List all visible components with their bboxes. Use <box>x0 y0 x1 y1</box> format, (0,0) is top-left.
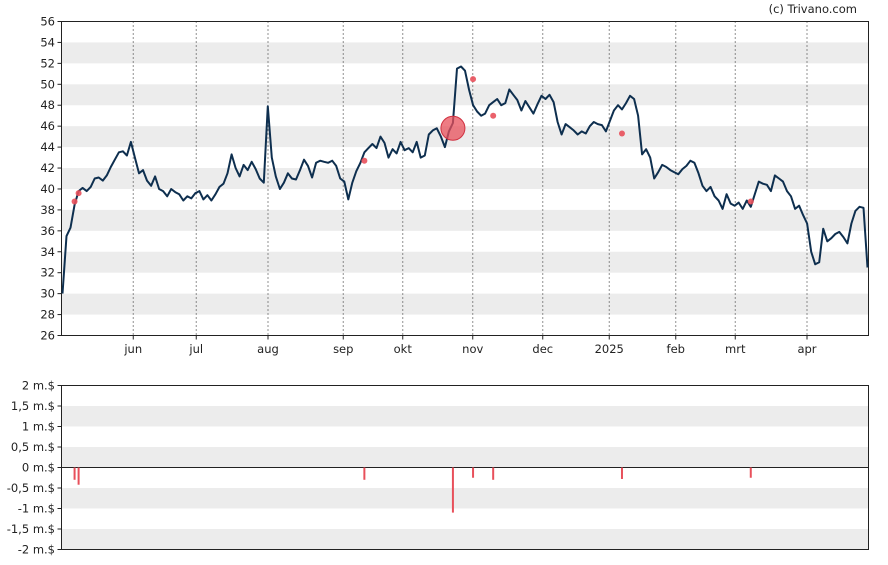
volume-y-tick-label: 1 m.$ <box>22 420 55 434</box>
price-band <box>61 293 869 315</box>
price-y-tick-label: 54 <box>40 35 55 49</box>
price-x-tick-label: jul <box>188 342 203 356</box>
volume-band <box>61 447 869 468</box>
price-y-tick-label: 50 <box>40 77 55 91</box>
price-marker <box>440 115 466 141</box>
price-line <box>61 65 869 294</box>
volume-band <box>61 508 869 529</box>
price-y-tick-label: 38 <box>40 203 55 217</box>
volume-band <box>61 426 869 447</box>
price-band <box>61 42 869 64</box>
price-y-tick-label: 30 <box>40 287 55 301</box>
price-x-axis: jun jul aug sep okt nov dec 2025 feb mrt apr <box>123 335 817 356</box>
price-x-tick-label: aug <box>257 342 279 356</box>
price-x-tick-label: apr <box>797 342 816 356</box>
volume-y-tick-label: 0,5 m.$ <box>11 440 55 454</box>
price-y-axis: 26 28 30 32 34 36 38 40 42 44 46 48 50 52 54 56 <box>40 15 62 343</box>
price-y-tick-label: 28 <box>40 308 55 322</box>
price-y-tick-label: 26 <box>40 329 55 343</box>
price-band <box>61 209 869 231</box>
volume-band <box>61 529 869 550</box>
price-marker <box>71 198 78 205</box>
price-x-tick-label: mrt <box>725 342 746 356</box>
volume-band <box>61 488 869 509</box>
price-y-tick-label: 36 <box>40 224 55 238</box>
price-band <box>61 251 869 273</box>
price-y-tick-label: 42 <box>40 161 55 175</box>
price-y-tick-label: 34 <box>40 245 55 259</box>
price-marker <box>361 157 368 164</box>
volume-band <box>61 467 869 488</box>
price-markers <box>71 76 754 205</box>
volume-band <box>61 385 869 406</box>
price-x-tick-label: nov <box>462 342 483 356</box>
volume-y-tick-label: 2 m.$ <box>22 379 55 393</box>
price-band <box>61 126 869 148</box>
volume-y-tick-label: -0,5 m.$ <box>7 481 55 495</box>
price-band <box>61 168 869 189</box>
price-marker <box>75 190 82 197</box>
price-x-tick-label: feb <box>667 342 685 356</box>
price-marker <box>747 198 754 205</box>
volume-y-tick-label: -2 m.$ <box>18 543 55 557</box>
price-y-tick-label: 32 <box>40 266 55 280</box>
price-y-tick-label: 56 <box>40 15 55 29</box>
volume-y-tick-label: 1,5 m.$ <box>11 399 55 413</box>
price-y-tick-label: 46 <box>40 119 55 133</box>
price-x-tick-label: jun <box>123 342 142 356</box>
price-y-tick-label: 40 <box>40 182 55 196</box>
price-panel-vertical-grid <box>132 21 808 336</box>
price-marker <box>490 112 497 119</box>
price-y-tick-label: 52 <box>40 56 55 70</box>
price-x-tick-label: sep <box>333 342 353 356</box>
volume-y-tick-label: -1,5 m.$ <box>7 522 55 536</box>
price-panel-frame <box>61 21 869 336</box>
volume-bars <box>73 467 752 513</box>
price-band <box>61 84 869 106</box>
price-x-tick-label: dec <box>532 342 553 356</box>
copyright-label: (c) Trivano.com <box>769 2 857 16</box>
price-y-tick-label: 48 <box>40 98 55 112</box>
volume-band <box>61 406 869 427</box>
price-panel-bands <box>61 42 869 315</box>
price-y-tick-label: 44 <box>40 140 55 154</box>
volume-panel-bands <box>61 385 869 550</box>
price-marker <box>470 76 477 83</box>
volume-y-tick-label: -1 m.$ <box>18 502 55 516</box>
price-marker <box>618 130 625 137</box>
price-x-tick-label: 2025 <box>595 342 624 356</box>
price-x-tick-label: okt <box>394 342 413 356</box>
volume-y-axis: 2 m.$ 1,5 m.$ 1 m.$ 0,5 m.$ 0 m.$ -0,5 m.$ -1 … <box>7 379 62 557</box>
volume-y-tick-label: 0 m.$ <box>22 461 55 475</box>
